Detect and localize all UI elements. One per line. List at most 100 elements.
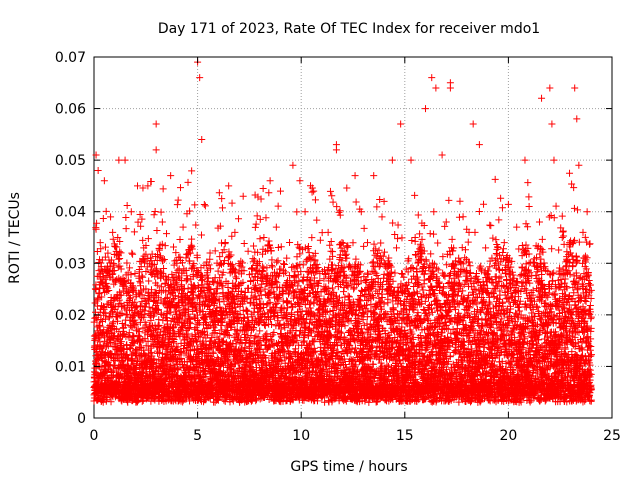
data-point <box>132 362 140 370</box>
data-point <box>311 196 319 204</box>
data-point <box>130 228 138 236</box>
data-point <box>329 248 337 256</box>
data-point <box>218 204 226 212</box>
data-point <box>111 340 119 348</box>
data-point <box>97 263 105 271</box>
data-point <box>107 398 115 406</box>
data-point <box>132 320 140 328</box>
data-point <box>261 322 269 330</box>
data-point <box>256 215 264 223</box>
data-point <box>117 299 125 307</box>
data-points <box>90 58 596 406</box>
data-point <box>94 294 102 302</box>
data-point <box>138 215 146 223</box>
data-point <box>192 221 200 229</box>
data-point <box>118 319 126 327</box>
data-point <box>326 241 334 249</box>
data-point <box>122 225 130 233</box>
data-point <box>97 245 105 253</box>
data-point <box>116 248 124 256</box>
data-point <box>103 287 111 295</box>
data-point <box>109 323 117 331</box>
data-point <box>251 223 259 231</box>
data-point <box>118 309 126 317</box>
data-point <box>101 243 109 251</box>
data-point <box>281 260 289 268</box>
data-point <box>318 229 326 237</box>
data-point <box>235 215 243 223</box>
data-point <box>252 220 260 228</box>
data-point <box>250 242 258 250</box>
data-point <box>134 331 142 339</box>
data-point <box>155 322 163 330</box>
data-point <box>226 253 234 261</box>
data-point <box>139 236 147 244</box>
data-point <box>173 201 181 209</box>
data-point <box>228 199 236 207</box>
data-point <box>232 273 240 281</box>
data-point <box>98 293 106 301</box>
data-point <box>244 284 252 292</box>
data-point <box>289 263 297 271</box>
data-point <box>240 239 248 247</box>
data-point <box>151 208 159 216</box>
data-point <box>107 256 115 264</box>
data-point <box>144 235 152 243</box>
data-point <box>126 295 134 303</box>
data-point <box>100 306 108 314</box>
data-point <box>326 187 334 195</box>
data-point <box>296 177 304 185</box>
data-point <box>94 335 102 343</box>
data-point <box>201 202 209 210</box>
data-point <box>132 350 140 358</box>
data-point <box>200 200 208 208</box>
data-point <box>286 238 294 246</box>
data-point <box>91 285 99 293</box>
data-point <box>131 270 139 278</box>
data-point <box>150 211 158 219</box>
data-point <box>256 235 264 243</box>
data-point <box>329 198 337 206</box>
data-point <box>284 298 292 306</box>
data-point <box>98 256 106 264</box>
data-point <box>232 275 240 283</box>
data-point <box>228 261 236 269</box>
data-point <box>116 255 124 263</box>
data-point <box>163 230 171 238</box>
data-point <box>130 339 138 347</box>
data-point <box>174 196 182 204</box>
data-point <box>133 398 141 406</box>
data-point <box>126 264 134 272</box>
data-point <box>104 249 112 257</box>
data-point <box>147 177 155 185</box>
data-point <box>301 208 309 216</box>
data-point <box>109 235 117 243</box>
data-point <box>113 312 121 320</box>
data-point <box>244 247 252 255</box>
data-point <box>123 201 131 209</box>
data-point <box>265 189 273 197</box>
data-point <box>126 294 134 302</box>
data-point <box>294 282 302 290</box>
data-point <box>117 338 125 346</box>
data-point <box>106 263 114 271</box>
data-point <box>127 271 135 279</box>
data-point <box>293 208 301 216</box>
data-point <box>308 234 316 242</box>
data-point <box>101 309 109 317</box>
data-point <box>99 273 107 281</box>
data-point <box>184 178 192 186</box>
data-point <box>197 231 205 239</box>
plot-frame <box>93 56 613 419</box>
data-point <box>145 277 153 285</box>
data-point <box>122 310 130 318</box>
data-point <box>188 167 196 175</box>
data-point <box>153 226 161 234</box>
data-point <box>261 331 269 339</box>
data-point <box>110 266 118 274</box>
data-point <box>101 253 109 261</box>
data-point <box>131 304 139 312</box>
data-point <box>313 216 321 224</box>
data-point <box>214 267 222 275</box>
data-point <box>102 207 110 215</box>
